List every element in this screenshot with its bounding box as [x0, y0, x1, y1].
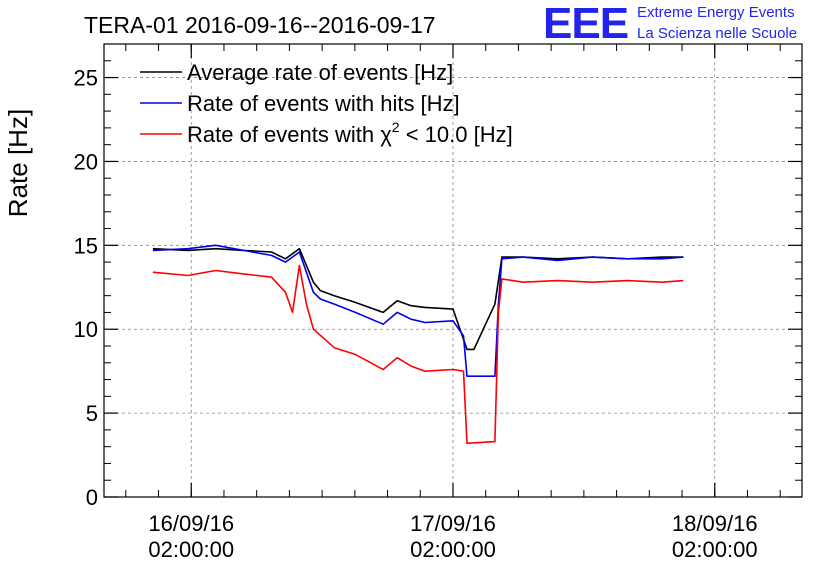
x-tick-date: 18/09/16	[672, 511, 758, 536]
eee-logo-line1: Extreme Energy Events	[637, 4, 795, 21]
y-tick-label: 25	[74, 66, 98, 91]
eee-logo-text: EEE	[543, 0, 628, 48]
y-tick-label: 5	[86, 401, 98, 426]
legend-chi2-symbol: χ	[380, 122, 392, 147]
legend-chi2-prefix: Rate of events with	[187, 122, 380, 147]
legend-chi2-sup: 2	[392, 119, 400, 135]
eee-logo: EEE Extreme Energy Events La Scienza nel…	[543, 0, 797, 48]
series-line-average	[152, 247, 684, 351]
x-tick-time: 02:00:00	[672, 537, 758, 562]
legend-label-hits: Rate of events with hits [Hz]	[187, 91, 460, 116]
x-tick-date: 16/09/16	[148, 511, 234, 536]
legend: Average rate of events [Hz] Rate of even…	[140, 60, 513, 147]
legend-label-avg: Average rate of events [Hz]	[187, 60, 453, 85]
x-tick-date: 17/09/16	[410, 511, 496, 536]
legend-chi2-suffix: < 10.0 [Hz]	[400, 122, 513, 147]
y-tick-label: 20	[74, 149, 98, 174]
y-tick-label: 10	[74, 317, 98, 342]
y-tick-label: 15	[74, 233, 98, 258]
y-tick-label: 0	[86, 485, 98, 510]
eee-logo-line2: La Scienza nelle Scuole	[637, 25, 797, 42]
grid	[104, 44, 802, 497]
y-axis-label: Rate [Hz]	[3, 109, 33, 217]
chart-title: TERA-01 2016-09-16--2016-09-17	[84, 12, 436, 38]
series-line-chi2	[152, 264, 684, 445]
series-group	[152, 244, 684, 445]
series-line-hits	[152, 244, 684, 378]
y-ticks: 0 5 10 15 20 25	[74, 43, 802, 510]
x-tick-time: 02:00:00	[410, 537, 496, 562]
legend-label-chi2: Rate of events with χ2 < 10.0 [Hz]	[187, 119, 513, 147]
x-tick-time: 02:00:00	[148, 537, 234, 562]
x-ticks: 16/09/1602:00:0017/09/1602:00:0018/09/16…	[125, 44, 781, 562]
